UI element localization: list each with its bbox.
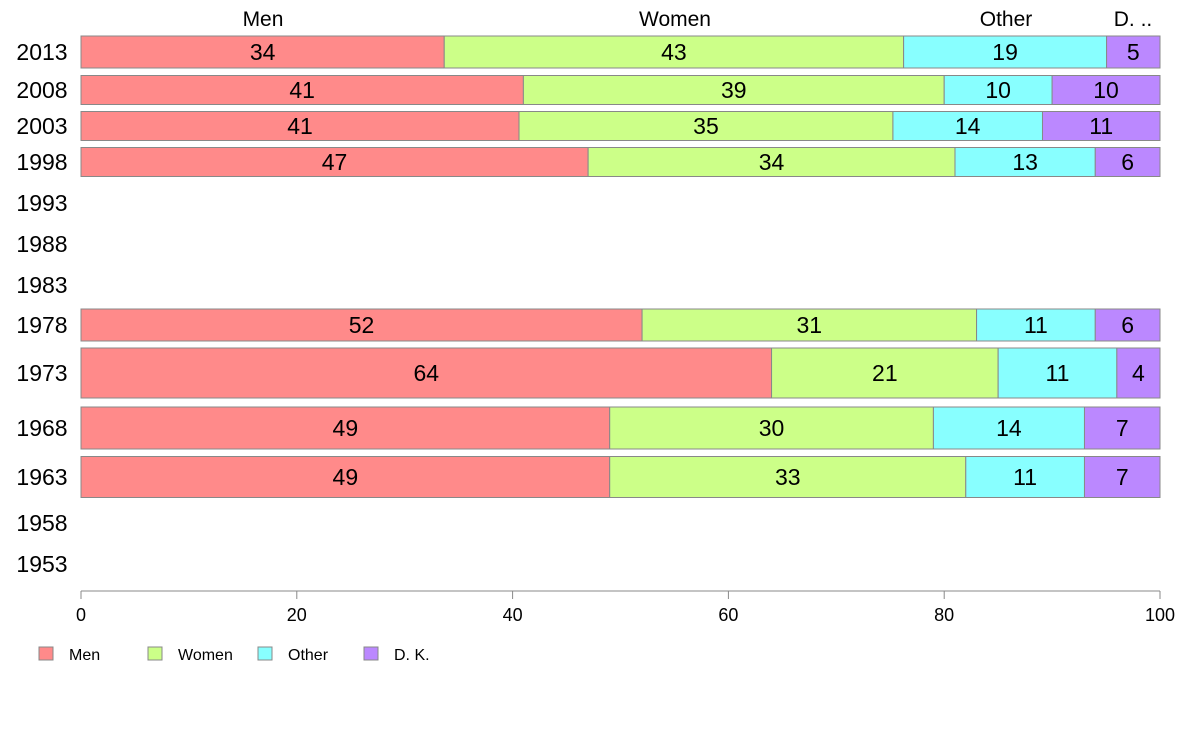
bar-value-label: 21	[872, 360, 898, 386]
bar-segment	[80, 347, 773, 399]
legend-label: Women	[178, 647, 233, 664]
bar-segment	[80, 75, 524, 105]
year-label: 1963	[16, 464, 67, 490]
bar-segment	[1083, 456, 1161, 498]
bar-value-label: 34	[759, 149, 785, 175]
legend-swatch	[257, 646, 273, 661]
bar-segment	[80, 111, 520, 141]
year-label: 2003	[16, 113, 67, 139]
x-tick-label: 80	[934, 605, 954, 625]
legend-swatch	[38, 646, 54, 661]
bar-value-label: 11	[1024, 312, 1048, 338]
year-axis-labels: 2013 2008 2003 1998 1993 1988 1983 1978 1973 1968…	[16, 39, 67, 577]
bar-value-label: 5	[1127, 39, 1140, 65]
bar-segment	[518, 111, 894, 141]
bar-value-label: 10	[1093, 77, 1119, 103]
bar-segment	[932, 406, 1085, 450]
bar-segment	[1116, 347, 1161, 399]
bar-value-label: 6	[1121, 312, 1134, 338]
bar-value-label: 13	[1012, 149, 1038, 175]
bar-segment	[965, 456, 1085, 498]
bar-segment	[641, 308, 978, 342]
bar-segment	[1041, 111, 1161, 141]
bar-value-label: 49	[333, 415, 359, 441]
bar-value-label: 33	[775, 464, 801, 490]
bar-value-label: 14	[996, 415, 1022, 441]
x-tick-label: 40	[503, 605, 523, 625]
year-label: 1988	[16, 231, 67, 257]
year-label: 1973	[16, 360, 67, 386]
column-header-label: Other	[980, 8, 1033, 31]
column-header-label: Men	[243, 8, 284, 31]
bar-value-label: 11	[1089, 113, 1113, 139]
bar-value-label: 41	[289, 77, 315, 103]
year-label: 1953	[16, 551, 67, 577]
year-label: 2013	[16, 39, 67, 65]
bar-value-label: 10	[985, 77, 1011, 103]
x-tick-label: 100	[1145, 605, 1175, 625]
column-header-labels: Men Women Other D. ..	[243, 8, 1153, 31]
bar-segment	[1094, 308, 1161, 342]
bar-segment	[1106, 35, 1161, 69]
bar-segment	[443, 35, 905, 69]
legend-label: Men	[69, 647, 100, 664]
year-label: 1978	[16, 312, 67, 338]
bar-value-label: 64	[413, 360, 439, 386]
year-label: 2008	[16, 77, 67, 103]
legend-swatch	[363, 646, 379, 661]
year-label: 1983	[16, 272, 67, 298]
legend-swatch	[147, 646, 163, 661]
bar-segment	[997, 347, 1118, 399]
bar-segment	[1083, 406, 1161, 450]
bar-value-label: 31	[797, 312, 823, 338]
bar-segment	[943, 75, 1053, 105]
bar-segment	[80, 456, 611, 498]
bar-value-label: 39	[721, 77, 747, 103]
bar-segment	[771, 347, 999, 399]
bar-segment	[522, 75, 945, 105]
legend-label: Other	[288, 647, 329, 664]
bar-value-label: 7	[1116, 464, 1129, 490]
year-label: 1968	[16, 415, 67, 441]
bar-value-label: 19	[992, 39, 1018, 65]
bar-value-label: 43	[661, 39, 687, 65]
bar-value-label: 41	[287, 113, 313, 139]
bar-value-label: 14	[955, 113, 981, 139]
x-axis: 0 20 40 60 80 100	[76, 590, 1175, 625]
column-header-label: D. ..	[1114, 8, 1153, 31]
bar-segment	[80, 406, 611, 450]
bar-value-label: 30	[759, 415, 785, 441]
bar-value-label: 35	[693, 113, 719, 139]
bar-value-label: 34	[250, 39, 276, 65]
x-tick-label: 20	[287, 605, 307, 625]
year-label: 1993	[16, 190, 67, 216]
bar-value-label: 6	[1121, 149, 1134, 175]
bar-value-label: 52	[349, 312, 375, 338]
bar-value-label: 47	[322, 149, 348, 175]
bar-segment	[976, 308, 1096, 342]
year-label: 1958	[16, 510, 67, 536]
legend-label: D. K.	[394, 647, 430, 664]
bar-value-label: 49	[333, 464, 359, 490]
bar-segment	[80, 147, 589, 177]
bar-segment	[587, 147, 956, 177]
x-tick-label: 0	[76, 605, 86, 625]
x-tick-label: 60	[718, 605, 738, 625]
bar-segment	[80, 308, 643, 342]
bar-segment	[80, 35, 445, 69]
bar-value-label: 4	[1132, 360, 1145, 386]
bar-segment	[1094, 147, 1161, 177]
bar-segment	[1051, 75, 1161, 105]
bar-value-label: 7	[1116, 415, 1129, 441]
year-label: 1998	[16, 149, 67, 175]
bar-segment	[903, 35, 1108, 69]
bar-value-label: 11	[1013, 464, 1037, 490]
bar-value-label: 11	[1046, 360, 1070, 386]
legend: Men Women Other D. K.	[38, 646, 430, 664]
column-header-label: Women	[639, 8, 711, 31]
